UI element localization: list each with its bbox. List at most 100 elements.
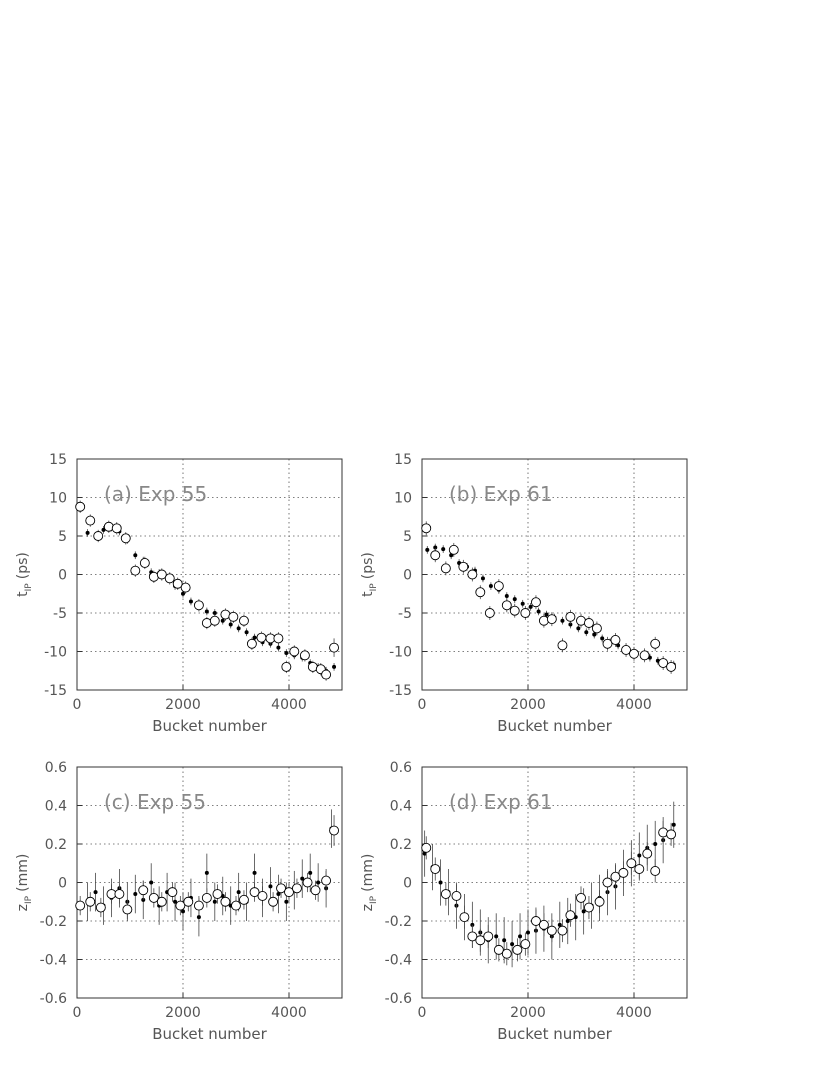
dot-marker bbox=[204, 870, 209, 875]
y-tick-label: 0 bbox=[403, 568, 412, 584]
open-marker bbox=[634, 864, 645, 874]
dot-marker bbox=[276, 892, 281, 897]
open-marker bbox=[475, 587, 486, 598]
open-marker bbox=[557, 925, 568, 936]
open-marker bbox=[75, 900, 86, 911]
y-label-symbol: t bbox=[15, 591, 31, 597]
open-marker bbox=[475, 935, 486, 946]
y-label-unit: (mm) bbox=[15, 854, 31, 892]
open-marker bbox=[122, 904, 133, 915]
open-marker bbox=[430, 550, 441, 561]
open-marker bbox=[183, 896, 194, 907]
open-marker bbox=[138, 885, 149, 896]
y-tick-label: -5 bbox=[53, 606, 67, 622]
dot-marker bbox=[173, 899, 178, 904]
dot-marker bbox=[236, 626, 241, 631]
open-marker bbox=[626, 858, 637, 869]
x-tick-label: 0 bbox=[418, 697, 427, 713]
dot-marker bbox=[196, 915, 201, 920]
plot-frame bbox=[76, 766, 343, 999]
open-marker bbox=[458, 561, 469, 572]
dot-marker bbox=[252, 870, 257, 875]
open-marker bbox=[268, 896, 279, 907]
open-marker bbox=[167, 887, 178, 898]
open-marker bbox=[440, 563, 451, 574]
dot-marker bbox=[653, 842, 658, 846]
y-tick-label: -0.6 bbox=[385, 991, 412, 1007]
open-marker bbox=[493, 944, 504, 955]
y-tick-label: -0.2 bbox=[385, 914, 412, 930]
y-tick-label: -15 bbox=[389, 683, 412, 699]
dot-marker bbox=[316, 880, 321, 885]
dot-marker bbox=[576, 626, 581, 631]
open-marker bbox=[483, 931, 494, 942]
open-marker bbox=[85, 896, 96, 907]
dot-marker bbox=[526, 930, 530, 935]
open-marker bbox=[584, 618, 594, 628]
dot-marker bbox=[488, 584, 493, 589]
y-tick-label: 0 bbox=[403, 876, 412, 892]
open-marker bbox=[531, 916, 541, 926]
open-marker bbox=[273, 633, 284, 644]
y-tick-label: -5 bbox=[398, 606, 412, 622]
open-marker bbox=[538, 615, 549, 626]
open-marker bbox=[584, 902, 594, 913]
open-marker bbox=[451, 891, 462, 901]
open-marker bbox=[430, 864, 441, 874]
y-axis-label: zIP (mm) bbox=[15, 854, 34, 912]
y-tick-label: 0.2 bbox=[45, 837, 67, 853]
dot-marker bbox=[268, 884, 273, 889]
dot-marker bbox=[557, 922, 562, 927]
dot-marker bbox=[332, 664, 337, 669]
open-marker bbox=[658, 827, 669, 838]
x-axis-label: Bucket number bbox=[152, 1025, 267, 1043]
open-marker bbox=[75, 501, 86, 512]
open-marker bbox=[249, 887, 260, 898]
open-marker bbox=[321, 669, 332, 680]
dot-marker bbox=[300, 876, 305, 881]
y-axis-label: tIP (ps) bbox=[360, 552, 379, 597]
open-marker bbox=[276, 883, 286, 894]
open-marker bbox=[209, 615, 220, 626]
open-marker bbox=[289, 646, 300, 657]
open-marker bbox=[95, 902, 106, 913]
dot-marker bbox=[494, 934, 499, 939]
x-tick-label: 2000 bbox=[165, 697, 201, 713]
dot-marker bbox=[438, 880, 443, 885]
open-marker bbox=[594, 896, 605, 907]
dot-marker bbox=[276, 645, 281, 650]
x-tick-label: 4000 bbox=[616, 1005, 652, 1021]
x-tick-label: 0 bbox=[73, 1005, 82, 1021]
open-marker bbox=[212, 889, 223, 899]
dot-marker bbox=[188, 599, 193, 604]
y-axis-label: tIP (ps) bbox=[15, 552, 34, 597]
open-marker bbox=[531, 597, 541, 608]
open-marker bbox=[93, 531, 104, 541]
open-marker bbox=[509, 605, 520, 616]
open-marker bbox=[512, 944, 523, 955]
dot-marker bbox=[510, 942, 515, 947]
dot-marker bbox=[228, 622, 233, 627]
open-marker bbox=[193, 900, 204, 911]
panel-annotation: (b) Exp 61 bbox=[449, 482, 553, 506]
x-tick-label: 0 bbox=[73, 697, 82, 713]
y-tick-label: 0.4 bbox=[45, 799, 67, 815]
open-marker bbox=[139, 558, 150, 568]
dot-marker bbox=[244, 630, 249, 635]
y-tick-label: -0.4 bbox=[40, 953, 67, 969]
dot-marker bbox=[565, 919, 570, 923]
open-marker bbox=[130, 565, 141, 576]
open-marker bbox=[591, 623, 602, 634]
open-marker bbox=[156, 896, 167, 907]
y-label-subscript: IP bbox=[24, 583, 34, 592]
y-tick-label: 0.4 bbox=[390, 799, 412, 815]
dot-marker bbox=[637, 853, 642, 858]
open-marker bbox=[201, 892, 212, 903]
open-marker bbox=[302, 877, 313, 888]
y-label-unit: (mm) bbox=[360, 854, 376, 892]
open-marker bbox=[238, 894, 249, 905]
open-marker bbox=[629, 648, 639, 659]
dot-marker bbox=[544, 612, 549, 617]
